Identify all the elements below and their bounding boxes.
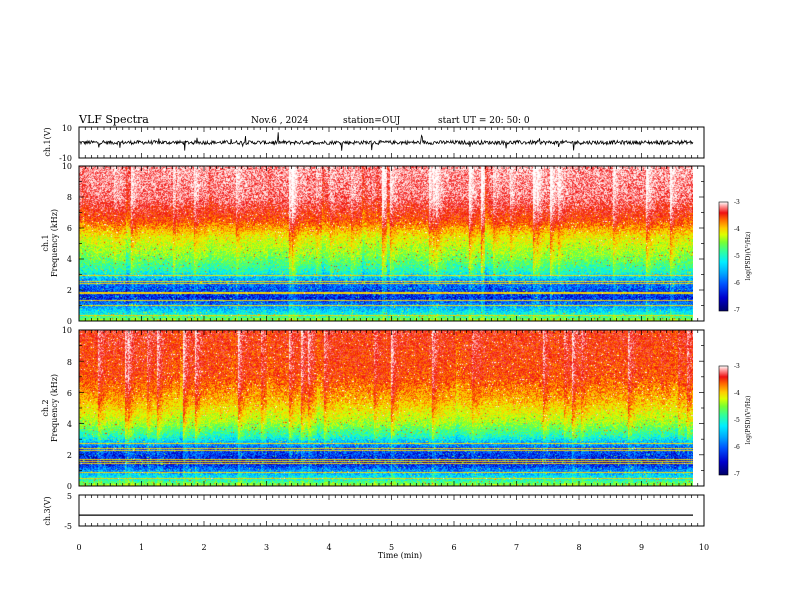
ch2-spectrogram-raster (79, 330, 693, 486)
ch1-spectrogram-raster (79, 166, 693, 321)
figure-title: VLF Spectra (78, 113, 149, 126)
ch2-cb-tick-m7: -7 (734, 471, 740, 478)
ch1-ytick-top: 10 (62, 124, 72, 133)
x-tick-marks (78, 127, 705, 526)
xtick-3: 3 (264, 543, 269, 552)
ch1-colorbar-label: log(PSD)(V²/Hz) (745, 232, 752, 281)
ch1-spectrogram-panel: 0 2 4 6 8 10 ch.1 Frequency (kHz) (41, 162, 705, 326)
xtick-4: 4 (326, 543, 331, 552)
ch2-colorbar-label: log(PSD)(V²/Hz) (745, 396, 752, 445)
ch2-cb-tick-m3: -3 (734, 363, 740, 370)
ch2-ytick-6: 6 (67, 389, 72, 398)
xtick-6: 6 (451, 543, 456, 552)
ch1-frequency-label: Frequency (kHz) (50, 209, 59, 277)
xtick-0: 0 (76, 543, 81, 552)
header-station: station=OUJ (343, 116, 401, 126)
ch1-ytick-0: 0 (67, 317, 72, 326)
ch1-ytick-2: 2 (67, 286, 72, 295)
ch2-ytick-8: 8 (67, 358, 72, 367)
ch1-ytick-10: 10 (62, 162, 72, 171)
header-date: Nov.6 , 2024 (251, 116, 309, 126)
ch2-ytick-0: 0 (67, 482, 72, 491)
header-start-time: start UT = 20: 50: 0 (438, 116, 530, 126)
ch3-ylabel: ch.3(V) (43, 496, 52, 525)
ch2-ytick-2: 2 (67, 451, 72, 460)
ch1-cb-tick-m5: -5 (734, 253, 740, 260)
xtick-5: 5 (389, 543, 394, 552)
ch1-ylabel: ch.1(V) (43, 127, 52, 156)
x-axis: 0 1 2 3 4 5 6 7 8 9 10 Time (min) (76, 543, 709, 560)
ch1-cb-tick-m7: -7 (734, 307, 740, 314)
ch2-ytick-10: 10 (62, 326, 72, 335)
xtick-7: 7 (514, 543, 519, 552)
ch1-channel-label: ch.1 (41, 234, 50, 251)
ch1-waveform-panel: 10 -10 ch.1(V) (43, 124, 705, 163)
ch2-spectrogram-canvas (79, 330, 693, 486)
xtick-9: 9 (639, 543, 644, 552)
ch1-colorbar: -3 -4 -5 -6 -7 log(PSD)(V²/Hz) (718, 199, 752, 314)
ch1-waveform-line (78, 132, 694, 151)
xtick-1: 1 (139, 543, 144, 552)
ch3-ytick-top: 5 (67, 492, 72, 501)
ch2-spectrogram-panel: 0 2 4 6 8 10 ch.2 Frequency (kHz) (41, 326, 705, 491)
ch1-ytick-8: 8 (67, 193, 72, 202)
xtick-8: 8 (576, 543, 581, 552)
ch2-ytick-4: 4 (67, 420, 72, 429)
ch2-cb-tick-m4: -4 (734, 390, 740, 397)
ch2-cb-tick-m6: -6 (734, 444, 740, 451)
xtick-2: 2 (201, 543, 206, 552)
ch1-cb-tick-m3: -3 (734, 199, 740, 206)
ch2-channel-label: ch.2 (41, 399, 50, 416)
ch3-ytick-bottom: -5 (64, 522, 72, 531)
ch1-cb-tick-m4: -4 (734, 226, 740, 233)
x-axis-label: Time (min) (378, 551, 422, 560)
xtick-10: 10 (699, 543, 709, 552)
ch2-colorbar-bar (718, 365, 729, 476)
ch1-ytick-4: 4 (67, 255, 72, 264)
ch1-colorbar-bar (718, 201, 729, 312)
ch1-ytick-bottom: -10 (59, 154, 72, 163)
ch1-cb-tick-m6: -6 (734, 280, 740, 287)
ch1-spectrogram-canvas (79, 166, 693, 321)
ch2-cb-tick-m5: -5 (734, 417, 740, 424)
ch1-ytick-6: 6 (67, 224, 72, 233)
ch3-waveform-panel: 5 -5 ch.3(V) (43, 492, 705, 531)
ch2-colorbar: -3 -4 -5 -6 -7 log(PSD)(V²/Hz) (718, 363, 752, 478)
ch2-frequency-label: Frequency (kHz) (50, 374, 59, 442)
